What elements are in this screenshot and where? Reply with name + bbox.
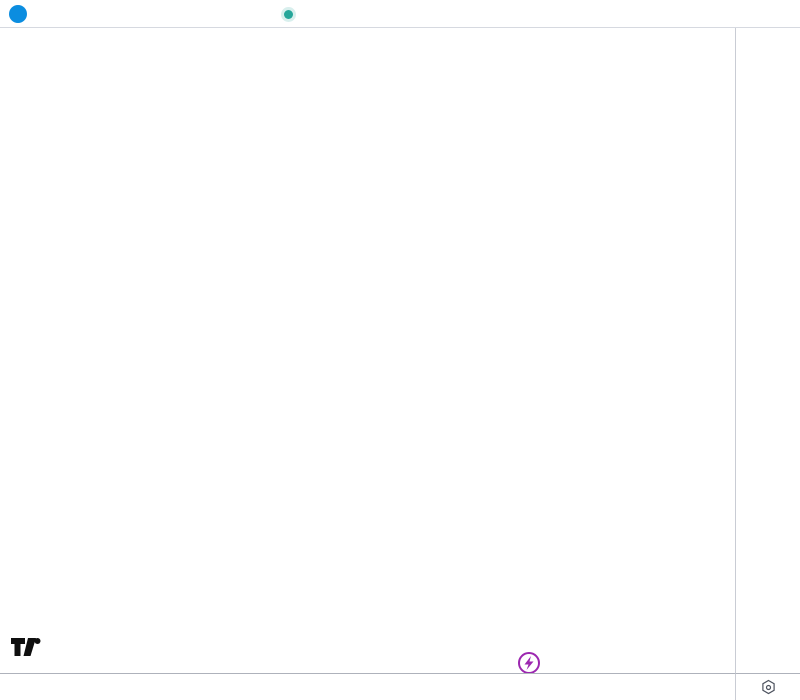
time-axis[interactable]	[0, 673, 735, 700]
chart-plot-area[interactable]	[0, 0, 735, 673]
axis-settings-gear-icon[interactable]	[760, 679, 777, 696]
price-axis[interactable]	[735, 28, 800, 673]
ohlc-readout	[318, 7, 325, 21]
lightning-marker-icon[interactable]	[517, 651, 541, 673]
market-status-dot-icon	[284, 10, 293, 19]
chart-header	[0, 0, 800, 28]
dash-logo-icon	[9, 5, 27, 23]
axis-settings-cell[interactable]	[735, 673, 800, 700]
chart-overlay	[10, 636, 541, 673]
tradingview-logo-icon[interactable]	[10, 636, 44, 658]
